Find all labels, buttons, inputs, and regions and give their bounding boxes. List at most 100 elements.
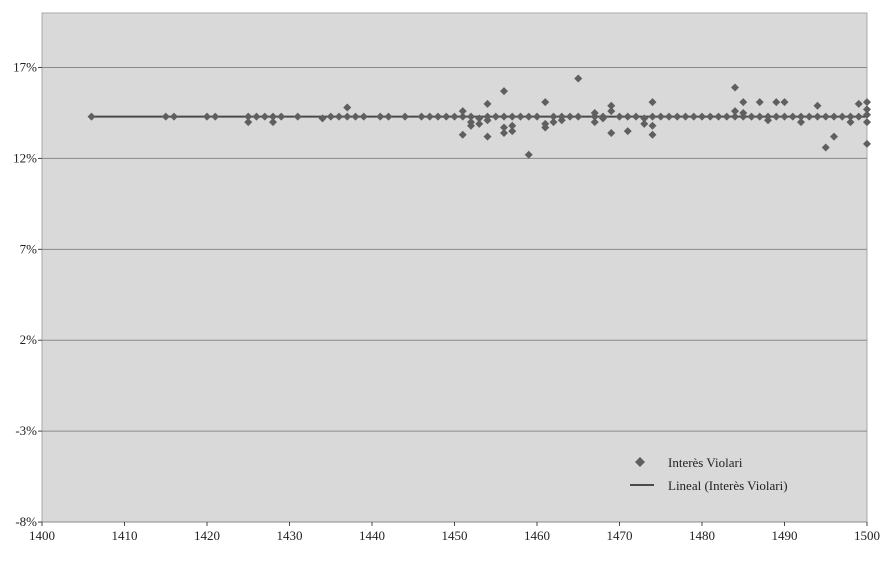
data-point-diamond [458, 107, 467, 116]
data-point-diamond [500, 112, 508, 121]
data-point-diamond [442, 112, 451, 121]
x-tick-label: 1430 [277, 528, 303, 543]
data-point-diamond [524, 112, 533, 121]
plot-background [41, 12, 868, 523]
data-point-diamond [549, 112, 558, 121]
data-point-diamond [508, 121, 517, 130]
data-point-diamond [830, 112, 838, 121]
data-point-diamond [599, 112, 607, 121]
data-point-diamond [359, 112, 368, 121]
data-point-diamond [384, 112, 393, 121]
data-point-diamond [483, 99, 492, 108]
data-point-diamond [607, 128, 616, 137]
data-point-diamond [863, 118, 871, 127]
data-point-diamond [458, 112, 467, 121]
data-point-diamond [830, 132, 838, 141]
data-point-diamond [541, 119, 550, 128]
data-point-diamond [681, 112, 690, 121]
data-point-diamond [425, 112, 434, 121]
data-point-diamond [780, 98, 789, 107]
data-point-diamond [483, 112, 492, 121]
data-point-diamond [813, 112, 822, 121]
x-tick-label: 1470 [607, 528, 633, 543]
data-point-diamond [549, 118, 558, 127]
y-axis-tick-labels: -8% -3% 2% 7% 12% 17% [13, 60, 37, 529]
data-point-diamond [557, 112, 566, 121]
data-point-diamond [401, 112, 409, 121]
data-point-diamond [854, 99, 863, 108]
data-point-diamond [467, 118, 475, 127]
data-point-diamond [318, 114, 327, 123]
data-point-diamond [574, 74, 583, 83]
data-point-diamond [500, 123, 508, 132]
data-point-diamond [755, 112, 764, 121]
data-point-diamond [351, 112, 360, 121]
data-point-diamond [813, 101, 822, 110]
data-point-diamond [269, 112, 277, 121]
x-tick-label: 1500 [854, 528, 880, 543]
data-point-diamond [269, 118, 277, 127]
data-point-diamond [648, 98, 657, 107]
data-point-diamond [706, 112, 715, 121]
data-point-diamond [640, 119, 649, 128]
data-point-diamond [772, 112, 781, 121]
legend: Interès Violari Lineal (Interès Violari) [630, 455, 788, 493]
data-point-diamond [648, 112, 657, 121]
data-point-diamond [607, 101, 616, 110]
data-point-diamond [376, 112, 385, 121]
data-point-diamond [483, 132, 492, 141]
data-point-diamond [739, 112, 748, 121]
data-point-diamond [797, 112, 805, 121]
data-point-diamond [731, 107, 739, 116]
data-point-diamond [863, 98, 871, 107]
y-tick-label: 2% [20, 332, 38, 347]
data-point-diamond [252, 112, 261, 121]
y-tick-label: 17% [13, 60, 37, 75]
data-point-diamond [665, 112, 673, 121]
y-tick-label: -3% [15, 423, 37, 438]
legend-label-lineal: Lineal (Interès Violari) [668, 478, 788, 493]
data-point-diamond [326, 112, 335, 121]
data-point-diamond [508, 112, 517, 121]
data-point-diamond [434, 112, 442, 121]
data-point-diamond [590, 118, 599, 127]
data-point-diamond [211, 112, 220, 121]
data-point-diamond [417, 112, 426, 121]
data-point-diamond [764, 112, 772, 121]
data-point-diamond [170, 112, 178, 121]
data-point-diamond [623, 127, 632, 136]
data-point-diamond [838, 112, 847, 121]
data-point-diamond [747, 112, 756, 121]
x-tick-label: 1460 [524, 528, 550, 543]
data-point-diamond [491, 112, 500, 121]
data-point-diamond [846, 118, 855, 127]
data-point-diamond [648, 130, 657, 139]
data-point-diamond [615, 112, 624, 121]
data-point-diamond [805, 112, 814, 121]
data-point-diamond [574, 112, 583, 121]
legend-diamond-marker [635, 457, 645, 467]
x-tick-label: 1450 [442, 528, 468, 543]
data-point-diamond [161, 112, 170, 121]
data-point-diamond [821, 143, 830, 152]
data-point-diamond [797, 118, 805, 127]
data-point-diamond [607, 107, 616, 116]
data-point-diamond [590, 112, 599, 121]
data-point-diamond [244, 118, 253, 127]
data-point-diamond [788, 112, 797, 121]
data-point-diamond [821, 112, 830, 121]
data-point-diamond [524, 150, 533, 159]
data-point-diamond [714, 112, 723, 121]
data-point-diamond [475, 119, 484, 128]
x-tick-label: 1420 [194, 528, 220, 543]
data-point-diamond [863, 105, 871, 114]
x-tick-label: 1490 [772, 528, 798, 543]
legend-label-interes-violari: Interès Violari [668, 455, 743, 470]
data-point-diamond [689, 112, 698, 121]
data-point-diamond [277, 112, 286, 121]
data-point-diamond [533, 112, 541, 121]
data-point-diamond [854, 112, 863, 121]
data-point-diamond [508, 127, 517, 136]
data-point-diamond [343, 103, 352, 112]
